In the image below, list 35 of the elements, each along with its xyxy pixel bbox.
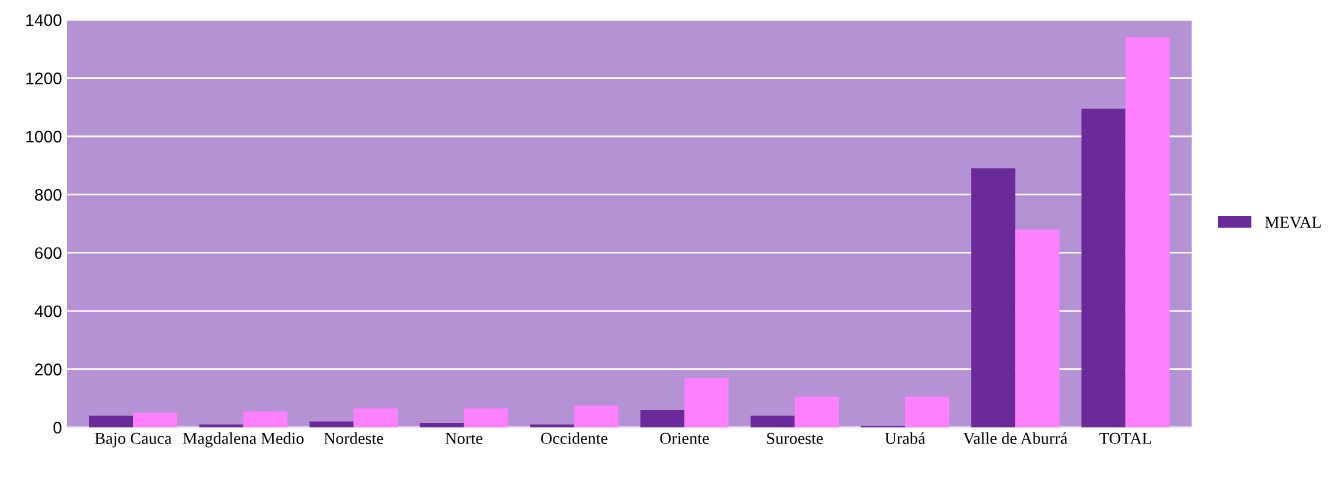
y-tick-label: 1000 xyxy=(26,130,62,143)
y-tick-label: 0 xyxy=(53,421,62,434)
x-tick-label: Urabá xyxy=(885,432,926,445)
x-tick-label: Nordeste xyxy=(324,432,384,445)
y-tick-label: 1400 xyxy=(26,14,62,27)
bar xyxy=(353,408,398,428)
y-tick-label: 1200 xyxy=(26,72,62,85)
x-tick-label: Suroeste xyxy=(767,432,823,445)
y-tick-label: 200 xyxy=(35,363,62,376)
bar xyxy=(243,411,288,428)
bar xyxy=(684,377,729,428)
x-tick-label: TOTAL xyxy=(1099,432,1152,445)
bar xyxy=(750,415,795,428)
x-tick-label: Magdalena Medio xyxy=(183,432,304,448)
x-tick-label: Valle de Aburrá xyxy=(963,432,1068,445)
bar xyxy=(794,396,839,428)
bar xyxy=(1081,108,1126,428)
bar xyxy=(463,408,509,428)
bar xyxy=(640,409,685,428)
bar xyxy=(89,415,134,428)
legend-label: MEVAL xyxy=(1265,216,1321,228)
bar xyxy=(419,423,464,428)
bar xyxy=(1125,37,1170,428)
x-tick-label: Bajo Cauca xyxy=(94,432,172,448)
y-tick-label: 800 xyxy=(35,188,62,201)
x-tick-label: Norte xyxy=(445,432,483,445)
bar xyxy=(971,168,1016,428)
bar xyxy=(133,412,178,428)
bar xyxy=(574,405,619,428)
x-tick-label: Oriente xyxy=(660,432,709,445)
x-tick-label: Occidente xyxy=(541,432,608,445)
bar xyxy=(905,396,950,428)
y-tick-label: 600 xyxy=(35,247,62,259)
bar xyxy=(1015,229,1060,428)
y-tick-label: 400 xyxy=(34,305,62,318)
